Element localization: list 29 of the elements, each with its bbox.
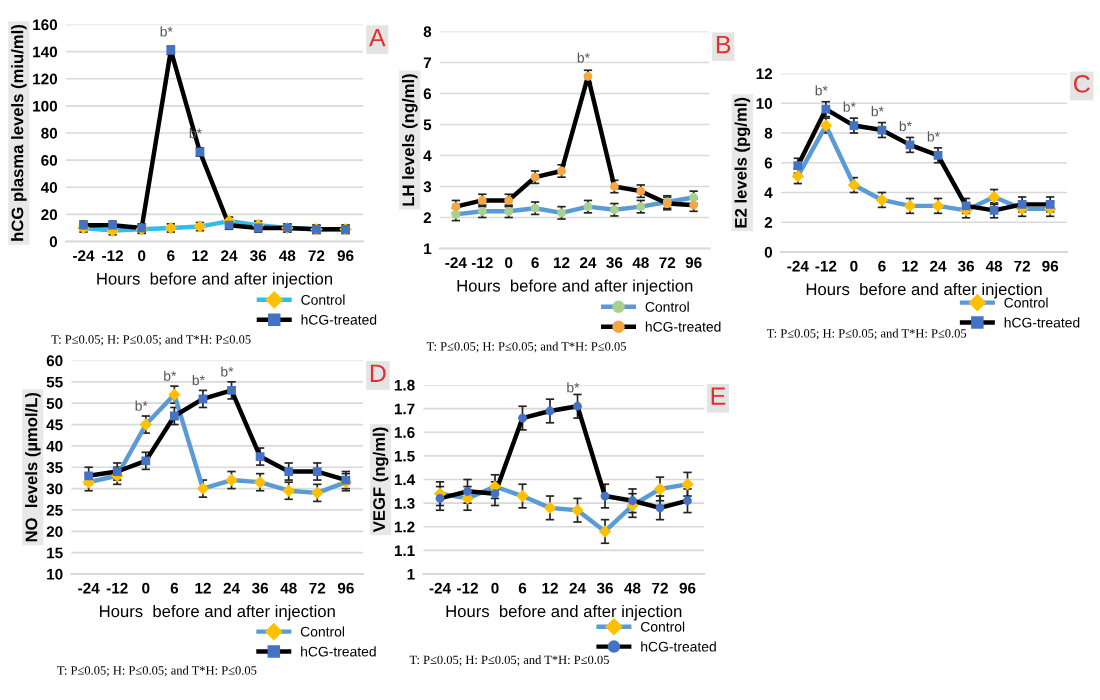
chart-title: C — [1073, 75, 1090, 93]
point — [600, 491, 610, 501]
point — [543, 501, 557, 515]
x-axis-title: Hours before and after injection — [806, 282, 1042, 299]
y-axis-title: hCG plasma levels (miu/ml) — [11, 24, 27, 241]
point — [516, 489, 529, 503]
x-axis-title: Hours before and after injection — [446, 604, 682, 621]
point — [255, 452, 265, 461]
point — [169, 411, 179, 421]
chart-title: B — [716, 35, 731, 54]
y-axis-title: E2 levels (pg/ml) — [734, 97, 751, 228]
point — [545, 406, 555, 416]
x-axis-title: Hours before and after injection — [97, 272, 333, 288]
x-axis-title: Hours before and after injection — [100, 604, 335, 621]
point — [571, 504, 584, 517]
y-axis-title: LH levels (ng/ml) — [402, 74, 418, 206]
point — [312, 467, 322, 476]
y-axis-title: NO levels (µmol/L) — [25, 392, 41, 542]
point — [284, 467, 294, 476]
point — [141, 456, 151, 466]
x-axis-title: Hours before and after injection — [457, 279, 693, 295]
point — [518, 413, 527, 423]
chart-title: A — [368, 28, 386, 47]
y-axis-title: VEGF (ng/ml) — [372, 427, 389, 533]
point — [573, 401, 582, 411]
chart-title: D — [370, 364, 386, 382]
point — [598, 525, 612, 538]
chart-title: E — [711, 387, 726, 405]
point — [227, 386, 236, 395]
